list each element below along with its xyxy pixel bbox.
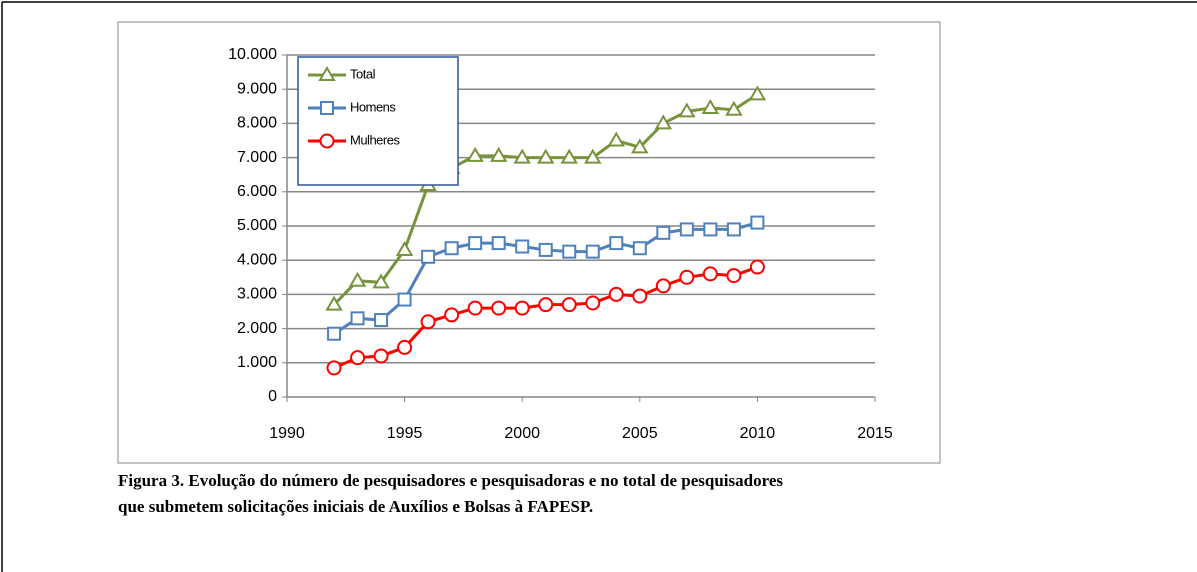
marker	[561, 297, 577, 313]
y-tick-label: 8.000	[237, 115, 277, 132]
marker	[749, 259, 765, 275]
marker	[326, 360, 342, 376]
marker	[420, 314, 436, 330]
marker	[609, 236, 624, 251]
marker	[536, 148, 555, 164]
y-tick-label: 1.000	[237, 354, 277, 371]
marker	[348, 271, 367, 287]
marker	[397, 292, 412, 307]
marker	[584, 148, 602, 164]
marker	[585, 244, 600, 259]
marker	[374, 313, 389, 328]
marker	[679, 222, 694, 237]
marker	[679, 269, 695, 285]
marker	[491, 236, 506, 251]
x-tick-label: 2015	[857, 425, 893, 442]
marker	[726, 268, 742, 284]
y-tick-label: 6.000	[237, 183, 277, 200]
marker	[702, 266, 718, 282]
x-tick-label: 2010	[740, 425, 776, 442]
marker	[350, 350, 366, 366]
marker	[491, 300, 507, 316]
marker	[562, 244, 577, 259]
marker	[538, 242, 553, 257]
marker	[608, 286, 624, 302]
marker	[372, 273, 390, 289]
marker	[632, 288, 648, 304]
marker	[320, 101, 334, 115]
marker	[468, 236, 483, 251]
marker	[421, 249, 436, 264]
marker	[585, 295, 601, 311]
y-tick-label: 5.000	[237, 217, 277, 234]
marker	[515, 239, 530, 254]
series-line	[333, 265, 758, 370]
y-tick-label: 7.000	[237, 149, 277, 166]
y-tick-label: 3.000	[237, 286, 277, 303]
marker	[748, 85, 767, 101]
marker	[701, 99, 720, 115]
marker	[466, 146, 484, 162]
x-tick-label: 1995	[387, 425, 423, 442]
marker	[514, 300, 530, 316]
marker	[397, 339, 413, 355]
marker	[489, 146, 508, 162]
marker	[325, 295, 343, 311]
marker	[654, 114, 673, 130]
marker	[467, 300, 483, 316]
legend-label: Total	[350, 66, 376, 81]
y-tick-label: 2.000	[237, 320, 277, 337]
marker	[656, 225, 671, 240]
marker	[318, 66, 336, 81]
marker	[703, 222, 718, 237]
marker	[607, 131, 626, 147]
marker	[750, 215, 765, 230]
x-tick-label: 2000	[504, 425, 540, 442]
y-tick-label: 9.000	[237, 80, 277, 97]
x-tick-label: 1990	[269, 425, 305, 442]
marker	[538, 297, 554, 313]
chart-border	[117, 21, 941, 464]
marker	[678, 102, 696, 118]
marker	[327, 326, 342, 341]
y-tick-label: 4.000	[237, 251, 277, 268]
marker	[560, 148, 578, 164]
marker	[725, 100, 743, 116]
caption-line: que submetem solicitações iniciais de Au…	[118, 497, 593, 516]
marker	[350, 311, 365, 326]
legend-label: Mulheres	[350, 132, 400, 147]
x-tick-label: 2005	[622, 425, 658, 442]
marker	[655, 278, 671, 294]
marker	[513, 148, 531, 164]
marker	[373, 348, 389, 364]
legend-label: Homens	[350, 99, 396, 114]
marker	[319, 133, 335, 149]
y-tick-label: 10.000	[228, 46, 277, 63]
marker	[444, 241, 459, 256]
marker	[395, 240, 414, 256]
y-tick-label: 0	[268, 388, 277, 405]
marker	[726, 222, 741, 237]
marker	[444, 307, 460, 323]
marker	[632, 241, 647, 256]
marker	[631, 138, 649, 154]
caption-line: Figura 3. Evolução do número de pesquisa…	[118, 471, 783, 490]
